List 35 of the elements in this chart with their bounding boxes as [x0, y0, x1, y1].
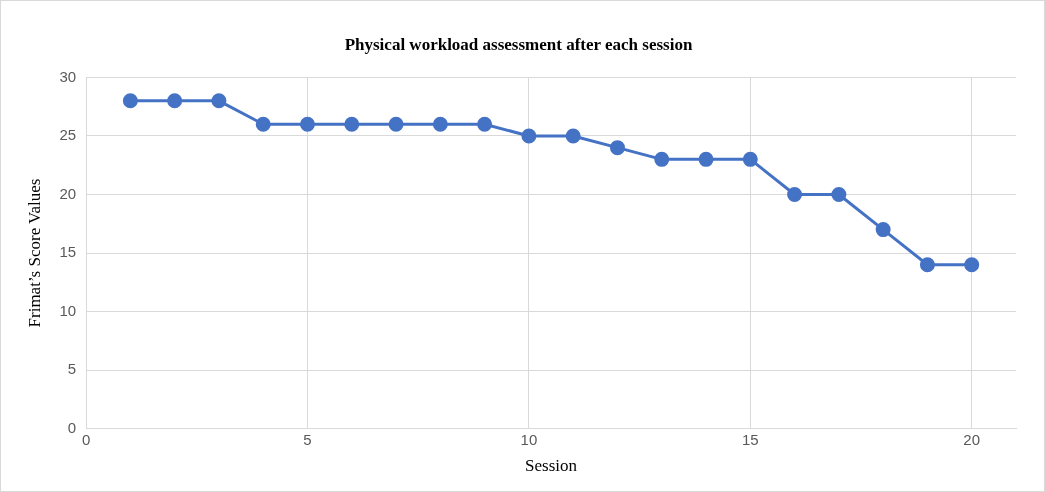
x-axis-title: Session — [525, 456, 578, 476]
point — [831, 186, 847, 202]
y-tick-label: 25 — [59, 126, 77, 144]
x-tick-label: 5 — [303, 430, 312, 448]
point — [299, 116, 315, 132]
point — [477, 116, 493, 132]
y-tick-label: 15 — [59, 243, 77, 261]
y-tick-label: 5 — [67, 360, 77, 378]
y-tick-label: 30 — [59, 67, 77, 85]
point — [167, 93, 183, 109]
point — [698, 151, 714, 167]
point — [122, 93, 138, 109]
chart-title: Physical workload assessment after each session — [344, 34, 693, 54]
y-axis-title: Frimat’s Score Values — [24, 178, 44, 328]
point — [919, 257, 935, 273]
point — [521, 128, 537, 144]
point — [388, 116, 404, 132]
point — [255, 116, 271, 132]
y-tick-label: 10 — [59, 301, 77, 319]
point — [609, 140, 625, 156]
point — [787, 186, 803, 202]
x-tick-label: 15 — [741, 430, 759, 448]
x-tick-label: 20 — [963, 430, 981, 448]
point — [654, 151, 670, 167]
point — [875, 222, 891, 238]
point — [344, 116, 360, 132]
x-tick-label: 10 — [520, 430, 538, 448]
point — [742, 151, 758, 167]
y-tick-label: 20 — [59, 184, 77, 202]
point — [211, 93, 227, 109]
point — [432, 116, 448, 132]
y-tick-label: 0 — [67, 418, 77, 436]
point — [565, 128, 581, 144]
point — [964, 257, 980, 273]
x-tick-label: 0 — [81, 430, 91, 448]
